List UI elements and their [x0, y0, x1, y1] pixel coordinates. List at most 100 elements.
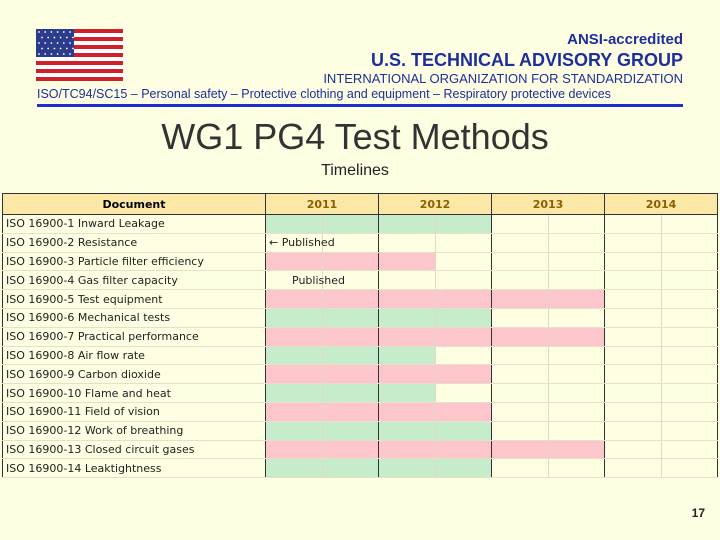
- timeline-cell: [547, 383, 605, 403]
- timeline-bar-segment: [434, 458, 492, 479]
- timeline-cell: [491, 346, 548, 366]
- timeline-bar-segment: [434, 214, 492, 234]
- timeline-cell: [434, 383, 492, 403]
- timeline-bar-segment: [321, 346, 379, 366]
- year-header-2012: 2012: [378, 193, 492, 215]
- timeline-cell: [491, 270, 548, 291]
- timeline-bar-segment: [378, 346, 435, 366]
- document-name: ISO 16900-13 Closed circuit gases: [2, 440, 266, 460]
- timeline-bar-segment: [265, 308, 322, 328]
- timeline-cell: [604, 327, 661, 347]
- year-header-2013: 2013: [491, 193, 605, 215]
- timeline-cell: [491, 364, 548, 385]
- timeline-bar-segment: [321, 289, 379, 309]
- timeline-bar-segment: [265, 289, 322, 309]
- document-name: ISO 16900-9 Carbon dioxide: [2, 364, 266, 385]
- page-title: WG1 PG4 Test Methods: [161, 116, 549, 157]
- timeline-bar-segment: [434, 308, 492, 328]
- document-name: ISO 16900-2 Resistance: [2, 233, 266, 253]
- timeline-bar-segment: [265, 327, 322, 347]
- timeline-cell: [604, 364, 661, 385]
- timeline-cell: [378, 270, 435, 291]
- timeline-bar-segment: [265, 252, 322, 272]
- timeline-cell: [434, 233, 492, 253]
- table-row: ISO 16900-8 Air flow rate: [2, 346, 718, 366]
- document-name: ISO 16900-8 Air flow rate: [2, 346, 266, 366]
- table-row: ISO 16900-4 Gas filter capacity Published: [2, 270, 718, 291]
- timeline-bar-segment: [378, 383, 435, 403]
- table-row: ISO 16900-10 Flame and heat: [2, 383, 718, 403]
- document-column-header: Document: [2, 193, 266, 215]
- timeline-bar-segment: [547, 289, 605, 309]
- timeline-cell: [491, 214, 548, 234]
- timeline-cell: [604, 383, 661, 403]
- timeline-cell: [660, 327, 718, 347]
- timeline-cell: [547, 364, 605, 385]
- timeline-cell: [604, 214, 661, 234]
- timeline-cell: [660, 252, 718, 272]
- timeline-bar-segment: [265, 421, 322, 441]
- year-header-2011: 2011: [265, 193, 379, 215]
- timeline-cell: [604, 421, 661, 441]
- table-row: ISO 16900-14 Leaktightness: [2, 458, 718, 479]
- timeline-cell: [660, 421, 718, 441]
- year-header-2014: 2014: [604, 193, 718, 215]
- timeline-bar-segment: [378, 440, 435, 460]
- timeline-bar-segment: [321, 402, 379, 422]
- timeline-bar-segment: [321, 252, 379, 272]
- timeline-cell: [660, 458, 718, 479]
- timeline-bar-segment: [434, 364, 492, 385]
- timeline-bar-segment: [547, 327, 605, 347]
- timeline-cell: [491, 308, 548, 328]
- table-row: ISO 16900-12 Work of breathing: [2, 421, 718, 441]
- ansi-accredited-label: ANSI-accredited: [567, 31, 683, 48]
- timeline-bar-segment: [378, 214, 435, 234]
- timeline-cell: [604, 308, 661, 328]
- timeline-cell: [491, 233, 548, 253]
- timeline-cell: ← Published: [265, 233, 335, 253]
- timeline-bar-segment: [491, 440, 548, 460]
- timeline-cell: [547, 233, 605, 253]
- table-row: ISO 16900-1 Inward Leakage: [2, 214, 718, 234]
- document-name: ISO 16900-11 Field of vision: [2, 402, 266, 422]
- timeline-cell: [604, 270, 661, 291]
- table-row: ISO 16900-6 Mechanical tests: [2, 308, 718, 328]
- table-row: ISO 16900-3 Particle filter efficiency: [2, 252, 718, 272]
- timeline-cell: [434, 346, 492, 366]
- timeline-cell: [547, 458, 605, 479]
- timeline-bar-segment: [378, 308, 435, 328]
- tag-name: U.S. TECHNICAL ADVISORY GROUP: [370, 50, 683, 70]
- timeline-bar-segment: [434, 289, 492, 309]
- timeline-bar-segment: [434, 440, 492, 460]
- timeline-cell: [660, 270, 718, 291]
- timeline-cell: [660, 402, 718, 422]
- table-row: ISO 16900-11 Field of vision: [2, 402, 718, 422]
- timeline-bar-segment: [434, 421, 492, 441]
- timeline-bar-segment: [321, 458, 379, 479]
- timeline-cell: [547, 346, 605, 366]
- timeline-cell: [547, 252, 605, 272]
- document-name: ISO 16900-6 Mechanical tests: [2, 308, 266, 328]
- timeline-cell: [547, 214, 605, 234]
- page-subtitle: Timelines: [321, 162, 389, 179]
- committee-line: ISO/TC94/SC15 – Personal safety – Protec…: [37, 87, 611, 101]
- timeline-bar-segment: [434, 402, 492, 422]
- timeline-cell: [660, 214, 718, 234]
- timeline-cell: [491, 383, 548, 403]
- table-row: ISO 16900-5 Test equipment: [2, 289, 718, 309]
- timeline-cell: [604, 252, 661, 272]
- timeline-bar-segment: [265, 346, 322, 366]
- timeline-table: Document 2011 2012 2013 2014 ISO 16900-1 In…: [2, 193, 718, 479]
- timeline-bar-segment: [378, 252, 435, 272]
- timeline-cell: [660, 346, 718, 366]
- timeline-cell: [491, 402, 548, 422]
- timeline-cell: [660, 440, 718, 460]
- timeline-cell: [547, 308, 605, 328]
- timeline-cell: [321, 270, 379, 291]
- timeline-bar-segment: [265, 214, 322, 234]
- timeline-bar-segment: [378, 402, 435, 422]
- timeline-bar-segment: [265, 440, 322, 460]
- table-row: ISO 16900-2 Resistance ← Published: [2, 233, 718, 253]
- timeline-cell: [547, 270, 605, 291]
- timeline-bar-segment: [321, 214, 379, 234]
